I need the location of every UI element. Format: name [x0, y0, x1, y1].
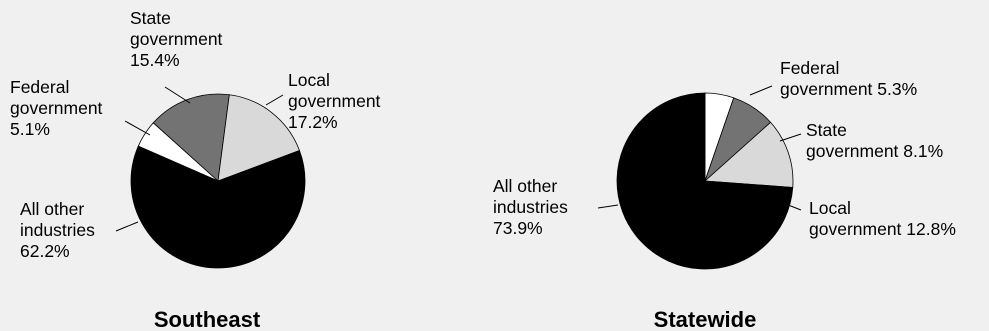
- slice-label-line: government 8.1%: [806, 141, 943, 161]
- slice-label-state: State government 15.4%: [130, 8, 223, 70]
- pie-slice-local: [217, 94, 300, 182]
- chart-title: Statewide: [654, 307, 757, 331]
- slice-label-local: Local government 17.2%: [288, 70, 381, 132]
- slice-label-local: Local government 12.8%: [809, 198, 956, 239]
- slice-label-line: State: [130, 8, 171, 28]
- slice-label-line: government 12.8%: [809, 219, 956, 239]
- slice-label-line: All other: [20, 199, 84, 219]
- leader-line-state: [779, 133, 802, 142]
- leader-line-federal: [124, 120, 151, 136]
- chart-title: Southeast: [154, 307, 261, 331]
- leader-line-state: [164, 86, 191, 104]
- leader-line-federal: [749, 85, 773, 96]
- slice-label-line: government: [10, 98, 103, 118]
- pie-slice-state: [152, 93, 230, 182]
- leader-line-local: [777, 200, 802, 211]
- slice-label-line: government 5.3%: [780, 79, 917, 99]
- slice-label-line: 62.2%: [20, 241, 70, 261]
- slice-label-line: industries: [493, 197, 568, 217]
- slice-label-line: government: [288, 91, 381, 111]
- slice-label-line: 15.4%: [130, 50, 180, 70]
- slice-label-line: Local: [809, 198, 851, 218]
- slice-label-state: State government 8.1%: [806, 120, 943, 161]
- slice-label-line: 73.9%: [493, 218, 543, 238]
- pie-slice-local: [704, 121, 794, 188]
- leader-line-local: [265, 94, 284, 106]
- pie-slice-other: [616, 92, 794, 270]
- slice-label-line: industries: [20, 220, 95, 240]
- slice-label-line: 17.2%: [288, 112, 338, 132]
- slice-label-federal: Federal government 5.1%: [10, 77, 103, 139]
- slice-label-line: Federal: [10, 77, 69, 97]
- slice-label-line: Local: [288, 70, 330, 90]
- slice-label-other: All other industries 73.9%: [493, 176, 568, 238]
- leader-line-other: [597, 204, 619, 209]
- slice-label-line: State: [806, 120, 847, 140]
- pie-chart-1: Federal government 5.3% State government 8.…: [493, 58, 956, 331]
- pie-chart-0: Federal government 5.1%State government 15.4…: [10, 8, 381, 331]
- pie-slice-other: [130, 145, 306, 269]
- slice-label-line: Federal: [780, 58, 839, 78]
- slice-label-line: 5.1%: [10, 119, 50, 139]
- slice-label-line: All other: [493, 176, 557, 196]
- slice-label-line: government: [130, 29, 223, 49]
- slice-label-federal: Federal government 5.3%: [780, 58, 917, 99]
- slice-label-other: All other industries 62.2%: [20, 199, 95, 261]
- leader-line-other: [115, 221, 139, 232]
